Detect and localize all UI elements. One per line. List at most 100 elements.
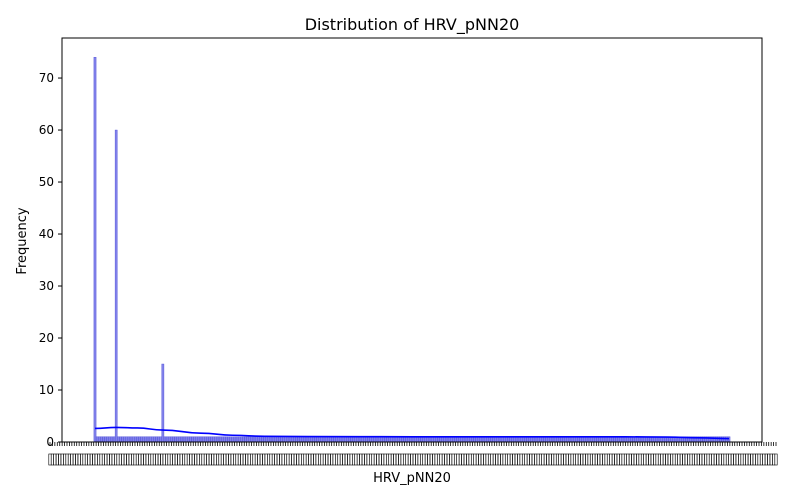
- histogram-bar: [394, 436, 398, 443]
- x-tick-label: [203, 453, 207, 466]
- y-tick-label: 50: [39, 175, 54, 189]
- x-tick-label: [672, 453, 676, 466]
- x-tick-label: [453, 453, 457, 466]
- x-tick-label: [640, 453, 644, 466]
- histogram-bar: [390, 436, 394, 443]
- kde-curve: [94, 426, 730, 440]
- x-tick-label: [572, 453, 576, 466]
- x-tick-label: [133, 453, 137, 466]
- x-tick-label: [636, 453, 640, 466]
- x-tick-label: [594, 453, 598, 466]
- x-tick-label: [551, 453, 555, 466]
- histogram-bar: [337, 436, 341, 443]
- histogram-bar: [254, 436, 258, 443]
- x-tick-label: [143, 453, 147, 466]
- x-tick-label: [701, 453, 705, 466]
- histogram-bar: [244, 436, 247, 443]
- x-tick-label: [599, 453, 603, 466]
- x-tick-label: [461, 453, 465, 466]
- x-tick-label: [347, 453, 351, 466]
- x-tick-label: [774, 453, 778, 466]
- x-tick-label: [327, 453, 331, 466]
- histogram-bar: [343, 436, 347, 443]
- histogram-bar: [212, 436, 215, 443]
- histogram-bar: [227, 436, 230, 443]
- x-tick-label: [63, 453, 67, 466]
- x-tick-label: [772, 453, 776, 466]
- histogram-bar: [159, 436, 162, 443]
- histogram-bar: [184, 436, 188, 443]
- x-tick-label: [48, 453, 52, 466]
- histogram-bar: [248, 436, 252, 443]
- x-tick-label: [682, 453, 686, 466]
- histogram-bar: [195, 436, 199, 443]
- histogram-bar: [318, 436, 322, 443]
- x-tick-label: [177, 453, 181, 466]
- histogram-bar: [134, 436, 137, 443]
- x-tick-label: [313, 453, 317, 466]
- x-tick-label: [284, 453, 288, 466]
- histogram-bar: [371, 436, 375, 443]
- x-tick-label: [543, 453, 547, 466]
- x-tick-label: [330, 453, 334, 466]
- x-tick-label: [131, 453, 135, 466]
- x-tick-label: [352, 453, 356, 466]
- x-tick-label: [621, 453, 625, 466]
- x-tick-label: [757, 453, 761, 466]
- x-tick-label: [364, 453, 368, 466]
- histogram-bar: [373, 436, 377, 443]
- x-tick-label: [713, 453, 717, 466]
- x-tick-label: [475, 453, 479, 466]
- x-tick-label: [245, 453, 249, 466]
- histogram-bar: [210, 436, 213, 443]
- x-tick-label: [75, 453, 79, 466]
- x-tick-label: [50, 453, 54, 466]
- x-tick-label: [254, 453, 258, 466]
- x-tick-label: [434, 453, 438, 466]
- x-tick-label: [308, 453, 312, 466]
- histogram-bar: [295, 436, 298, 443]
- x-tick-label: [191, 453, 195, 466]
- x-tick-label: [706, 453, 710, 466]
- histogram-bar: [352, 436, 355, 443]
- histogram-bar: [282, 436, 285, 443]
- y-tick-label: 40: [39, 227, 54, 241]
- histogram-bar: [231, 436, 235, 443]
- x-tick-label: [366, 453, 370, 466]
- x-tick-label: [504, 453, 508, 466]
- histogram-bar: [386, 436, 389, 443]
- x-tick-label: [427, 453, 431, 466]
- x-tick-label: [293, 453, 297, 466]
- histogram-bar: [95, 436, 99, 443]
- histogram-bar: [214, 436, 218, 443]
- histogram-bar: [263, 436, 266, 443]
- x-tick-label: [563, 453, 567, 466]
- histogram-bar: [136, 436, 139, 443]
- histogram-bar: [339, 436, 343, 443]
- histogram-bar: [104, 436, 107, 443]
- x-tick-label: [677, 453, 681, 466]
- x-tick-label: [281, 453, 285, 466]
- x-tick-label: [626, 453, 630, 466]
- histogram-bar: [157, 436, 160, 443]
- x-tick-label: [679, 453, 683, 466]
- x-tick-label: [116, 453, 120, 466]
- histogram-bar: [106, 436, 109, 443]
- x-tick-label: [225, 453, 229, 466]
- x-tick-label: [623, 453, 627, 466]
- x-tick-label: [628, 453, 632, 466]
- histogram-bar: [363, 436, 366, 443]
- histogram-bar-peak: [114, 129, 118, 443]
- histogram-bar: [297, 436, 300, 443]
- x-tick-label: [123, 453, 127, 466]
- histogram-bar: [396, 436, 400, 443]
- histogram-bar: [112, 436, 116, 443]
- x-tick-label: [388, 453, 392, 466]
- x-tick-label: [325, 453, 329, 466]
- x-tick-label: [597, 453, 601, 466]
- x-tick-label: [660, 453, 664, 466]
- x-tick-label: [342, 453, 346, 466]
- x-tick-label: [252, 453, 256, 466]
- x-tick-label: [157, 453, 161, 466]
- x-tick-label: [201, 453, 205, 466]
